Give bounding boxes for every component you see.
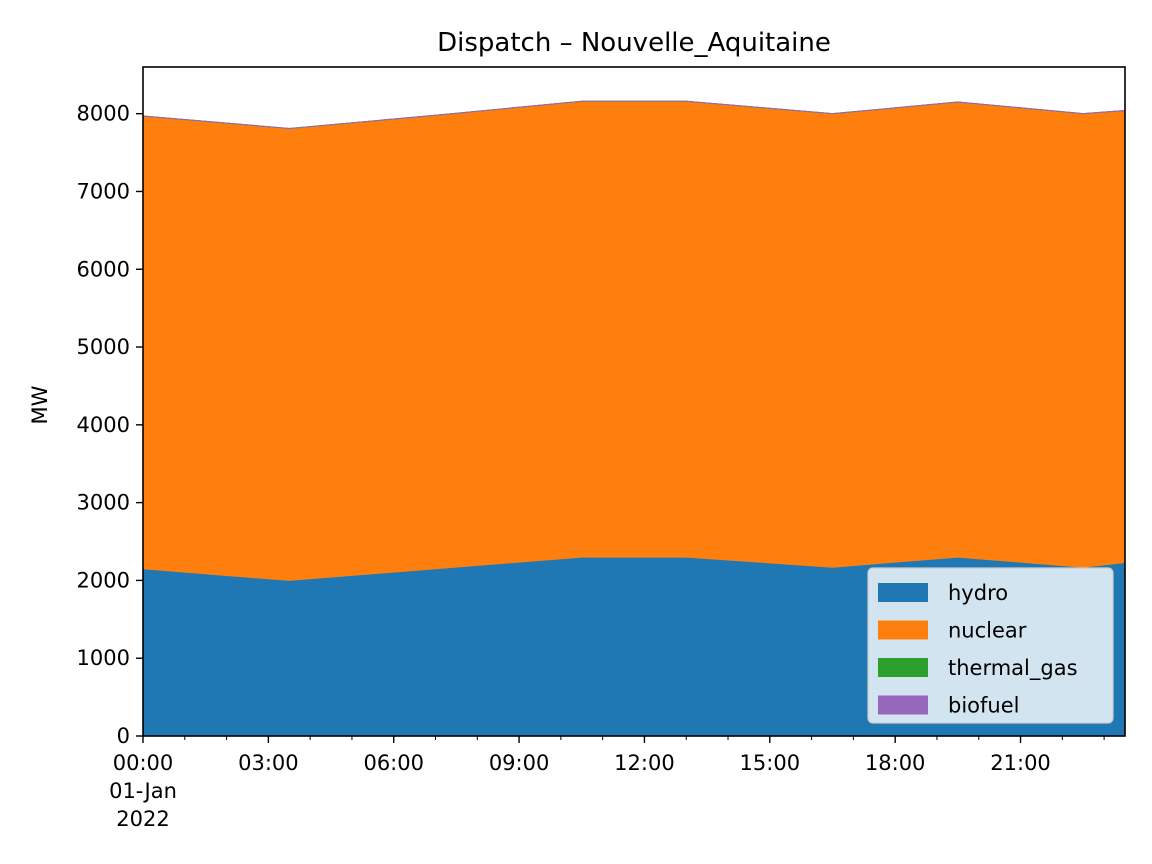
y-tick-label: 7000 [77,179,130,203]
y-tick-label: 4000 [77,413,130,437]
x-tick-label: 09:00 [489,751,550,775]
x-tick-label: 12:00 [614,751,675,775]
legend-label-nuclear: nuclear [948,619,1027,643]
legend-label-biofuel: biofuel [948,694,1019,718]
y-tick-label: 8000 [77,102,130,126]
chart-title: Dispatch – Nouvelle_Aquitaine [437,28,831,58]
y-axis-label: MW [28,385,52,424]
y-tick-label: 6000 [77,257,130,281]
x-tick-label: 01-Jan [109,779,177,803]
x-tick-label: 00:00 [113,751,174,775]
y-tick-label: 2000 [77,568,130,592]
plot-frame [142,66,1126,737]
legend-swatch-hydro [878,583,928,602]
y-tick-label: 5000 [77,335,130,359]
y-tick-label: 3000 [77,491,130,515]
x-axis: 00:00 01-Jan 2022 03:00 06:00 09:00 12:00 15:00… [109,736,1105,831]
y-axis: 0 1000 2000 3000 4000 5000 6000 7000 8000 [77,102,143,748]
x-tick-label: 15:00 [740,751,801,775]
legend-label-hydro: hydro [948,581,1008,605]
x-tick-label: 18:00 [865,751,926,775]
legend-swatch-thermal-gas [878,658,928,677]
legend-box [867,567,1114,724]
legend-label-thermal-gas: thermal_gas [948,656,1078,681]
legend-swatch-biofuel [878,695,928,715]
x-tick-label: 03:00 [238,751,299,775]
area-nuclear [142,100,1126,581]
legend-swatch-nuclear [878,620,928,640]
x-tick-label: 2022 [116,807,169,831]
x-tick-label: 06:00 [363,751,424,775]
y-tick-label: 0 [117,724,130,748]
x-tick-label: 21:00 [990,751,1051,775]
y-tick-label: 1000 [77,646,130,670]
